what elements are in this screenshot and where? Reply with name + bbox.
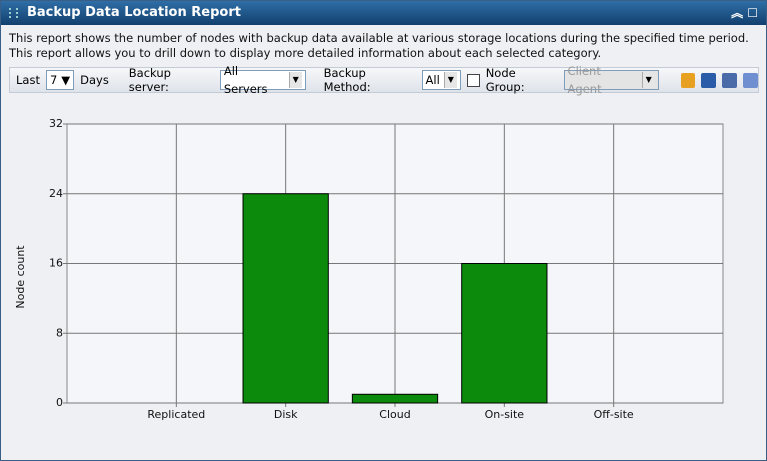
save-icon[interactable] <box>701 72 717 88</box>
arrow: ▼ <box>288 72 302 88</box>
toolbar: Last 7 ▼ Days Backup server: All Servers ▼… <box>9 64 759 96</box>
y-tick-label: 0 <box>56 396 63 409</box>
method-select[interactable]: All ▼ <box>421 70 461 90</box>
y-tick-label: 32 <box>49 117 63 130</box>
window-title: Backup Data Location Report <box>27 5 241 20</box>
bar <box>461 263 548 404</box>
label: Backup Method: <box>323 66 371 94</box>
title-bar: Backup Data Location Report ︽ ☐ <box>1 1 766 25</box>
y-tick-label: 16 <box>49 257 63 270</box>
x-tick-label: Replicated <box>147 408 205 421</box>
refresh-icon[interactable] <box>680 72 696 88</box>
arrow: ▼ <box>61 73 71 87</box>
value: 7 <box>49 73 58 87</box>
arrow: ▼ <box>641 72 655 88</box>
server-select[interactable]: All Servers ▼ <box>219 64 306 96</box>
window-controls[interactable]: ︽ ☐ <box>731 6 758 20</box>
x-tick-label: Disk <box>274 408 298 421</box>
y-tick-label: 24 <box>49 187 63 200</box>
checkbox[interactable] <box>466 73 480 87</box>
group-select: Client Agent ▼ <box>563 64 659 96</box>
grip <box>9 8 18 18</box>
value: Client Agent <box>567 64 602 96</box>
x-tick-label: Cloud <box>379 408 410 421</box>
arrow: ▼ <box>443 72 457 88</box>
chart: Node count 0 8 16 24 32 Replicated Disk Cloud On… <box>14 117 724 421</box>
label: Node Group: <box>485 66 525 94</box>
value: All <box>425 73 440 87</box>
description: This report shows the number of nodes wi… <box>9 31 749 60</box>
bar <box>242 193 329 404</box>
label: Last <box>16 73 40 87</box>
x-tick-label: On-site <box>485 408 525 421</box>
value: All Servers <box>223 64 268 96</box>
bar <box>351 393 439 404</box>
x-tick-label: Off-site <box>594 408 634 421</box>
days-select[interactable]: 7 ▼ <box>45 70 75 90</box>
y-axis-label: Node count <box>14 245 27 309</box>
y-tick-label: 8 <box>56 326 63 339</box>
label: Days <box>80 73 109 87</box>
email-icon[interactable] <box>743 72 759 88</box>
label: Backup server: <box>128 66 171 94</box>
print-icon[interactable] <box>722 72 738 88</box>
